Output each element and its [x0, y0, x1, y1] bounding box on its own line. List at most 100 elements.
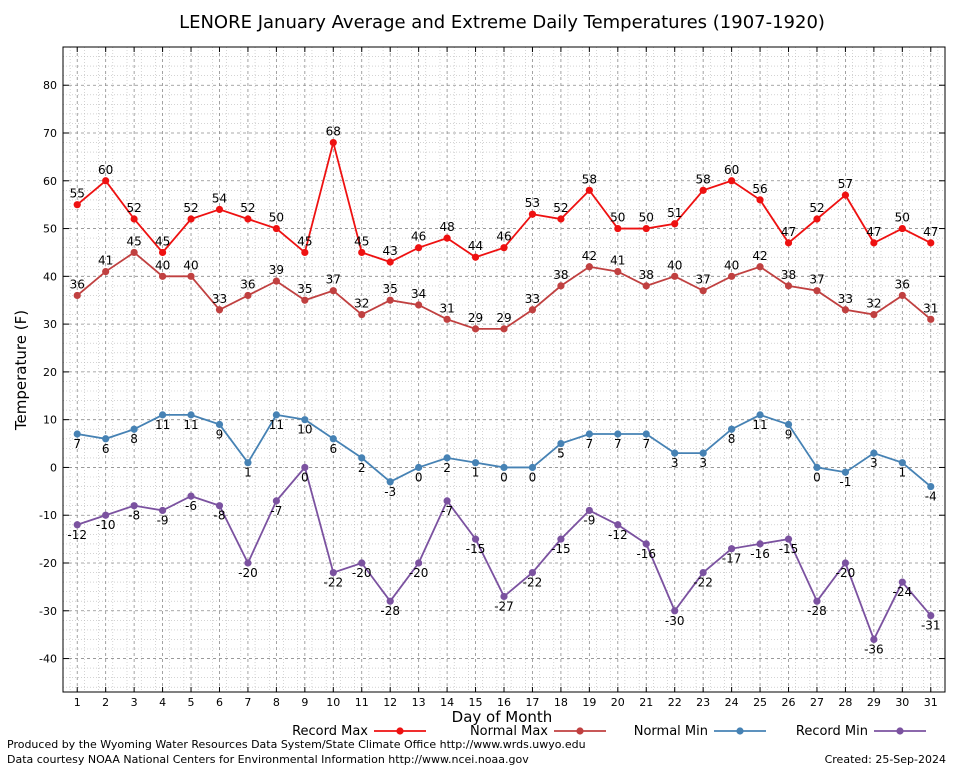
y-tick-label: 20: [43, 366, 57, 379]
x-tick-label: 24: [725, 696, 739, 709]
data-point-normal-max: [784, 282, 793, 290]
data-point-record-min: [614, 521, 622, 529]
data-label-normal-max: 35: [297, 282, 312, 296]
data-label-normal-max: 37: [326, 273, 341, 287]
data-point-normal-min: [73, 430, 81, 438]
data-point-normal-min: [500, 463, 508, 472]
data-point-normal-min: [102, 435, 110, 443]
data-label-record-min: -20: [352, 566, 372, 580]
data-point-record-max: [614, 224, 622, 233]
x-tick-label: 29: [867, 696, 881, 709]
data-label-normal-min: 6: [329, 442, 337, 456]
data-point-normal-min: [585, 430, 593, 438]
data-point-normal-min: [898, 459, 906, 467]
data-label-normal-min: 8: [728, 432, 736, 446]
data-label-record-max: 44: [468, 239, 483, 253]
x-tick-label: 31: [924, 696, 938, 709]
data-label-normal-min: 0: [415, 470, 423, 484]
data-label-record-max: 45: [354, 234, 369, 248]
data-point-normal-max: [585, 263, 593, 271]
data-point-record-min: [158, 506, 167, 515]
footer-created-date: Created: 25-Sep-2024: [824, 753, 946, 766]
data-point-record-min: [927, 611, 935, 620]
data-point-normal-max: [728, 272, 736, 280]
data-label-normal-max: 36: [895, 277, 910, 291]
data-label-record-max: 51: [667, 206, 682, 220]
data-label-normal-max: 33: [838, 292, 853, 306]
data-point-record-max: [443, 234, 451, 242]
data-label-normal-min: -3: [384, 485, 396, 499]
data-point-normal-min: [813, 463, 821, 472]
data-point-record-max: [841, 191, 850, 199]
data-label-record-max: 60: [98, 163, 113, 177]
data-label-normal-min: 9: [216, 427, 224, 441]
data-point-record-max: [898, 224, 906, 233]
data-label-record-max: 47: [923, 225, 938, 239]
data-label-normal-min: 5: [557, 447, 565, 461]
data-point-record-min: [443, 497, 451, 505]
data-point-normal-max: [500, 325, 508, 333]
data-label-record-max: 47: [781, 225, 796, 239]
data-point-normal-max: [244, 291, 252, 300]
data-point-normal-min: [728, 425, 736, 433]
y-tick-label: -20: [39, 557, 57, 570]
x-axis-label: Day of Month: [452, 708, 553, 726]
x-tick-label: 17: [525, 696, 539, 709]
data-point-normal-max: [272, 277, 280, 285]
legend-marker-normal-min: [736, 727, 744, 735]
data-label-normal-max: 40: [667, 258, 682, 272]
data-label-normal-min: 3: [671, 456, 679, 470]
x-tick-label: 25: [753, 696, 767, 709]
data-point-normal-max: [756, 263, 764, 271]
x-tick-label: 7: [244, 696, 251, 709]
data-point-record-max: [244, 215, 252, 223]
data-point-normal-max: [528, 306, 537, 314]
data-label-record-max: 45: [155, 234, 170, 248]
data-label-normal-min: 8: [130, 432, 138, 446]
data-point-record-min: [557, 535, 565, 543]
data-point-normal-max: [898, 291, 906, 300]
data-label-record-min: -15: [779, 542, 799, 556]
x-tick-label: 18: [554, 696, 568, 709]
data-point-normal-max: [301, 296, 309, 304]
data-point-normal-max: [927, 315, 935, 323]
data-point-record-min: [415, 559, 423, 567]
data-label-record-min: -12: [67, 528, 87, 542]
data-point-normal-max: [215, 306, 224, 314]
data-point-normal-max: [870, 310, 878, 319]
data-label-normal-min: 2: [443, 461, 451, 475]
data-label-record-min: -28: [807, 604, 827, 618]
data-label-normal-max: 45: [126, 234, 141, 248]
legend: Record Max Normal Max Normal Min Record Min: [292, 724, 926, 739]
data-label-record-max: 53: [525, 196, 540, 210]
data-point-normal-min: [927, 482, 935, 491]
data-point-record-max: [358, 248, 366, 257]
data-label-normal-max: 38: [781, 268, 796, 282]
data-point-normal-min: [528, 463, 537, 472]
data-point-normal-min: [415, 463, 423, 472]
data-label-normal-min: 11: [752, 418, 767, 432]
x-tick-label: 5: [188, 696, 195, 709]
y-tick-label: 70: [43, 127, 57, 140]
data-point-record-min: [728, 545, 736, 553]
x-tick-label: 28: [838, 696, 852, 709]
data-point-normal-min: [557, 439, 565, 448]
data-label-record-max: 50: [269, 211, 284, 225]
data-point-record-min: [329, 568, 337, 577]
data-point-normal-max: [671, 272, 679, 280]
data-label-normal-min: 1: [899, 466, 907, 480]
data-point-record-min: [642, 540, 650, 548]
data-label-record-max: 68: [326, 125, 341, 139]
x-tick-label: 23: [696, 696, 710, 709]
data-point-record-max: [471, 253, 480, 261]
footer-data-courtesy: Data courtesy NOAA National Centers for …: [7, 753, 529, 766]
data-label-record-min: -36: [864, 642, 884, 656]
data-label-normal-max: 33: [525, 292, 540, 306]
data-label-normal-max: 31: [923, 301, 938, 315]
data-point-normal-min: [756, 411, 764, 419]
data-label-record-max: 50: [895, 211, 910, 225]
data-point-record-min: [102, 511, 110, 519]
x-tick-label: 20: [611, 696, 625, 709]
data-label-normal-min: 11: [269, 418, 284, 432]
